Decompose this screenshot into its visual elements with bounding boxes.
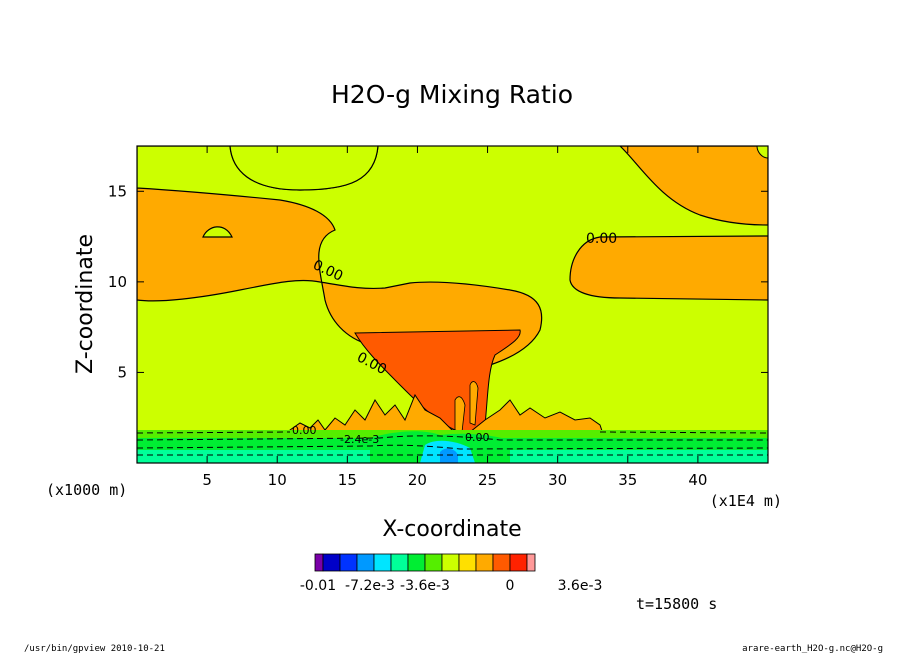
x-tick-label: 35 <box>618 471 637 489</box>
colorbar-tick-label: 0 <box>506 578 515 594</box>
x-tick-label: 15 <box>338 471 357 489</box>
colorbar-swatch <box>339 553 358 572</box>
low-moist-rough-layer <box>289 393 606 441</box>
footer-left: /usr/bin/gpview 2010-10-21 <box>24 644 165 654</box>
mid-left-moist-layer <box>137 146 543 366</box>
right-top-region <box>619 146 768 226</box>
y-tick-label: 5 <box>117 363 127 381</box>
y-tick-label: 10 <box>108 273 127 291</box>
colorbar-tick-label: 3.6e-3 <box>558 578 603 594</box>
footer-right: arare-earth_H2O-g.nc@H2O-g <box>742 644 883 654</box>
x-tick-label: 40 <box>688 471 707 489</box>
time-label: t=15800 s <box>636 595 717 613</box>
colorbar-swatch <box>441 553 460 572</box>
colorbar-swatch <box>390 553 409 572</box>
colorbar-tick-label: -7.2e-3 <box>345 578 395 594</box>
colorbar-swatch <box>492 553 511 572</box>
x-tick-label: 30 <box>548 471 567 489</box>
contour-label: 0.00 <box>586 231 617 247</box>
y-scale-label: (x1000 m) <box>46 481 127 499</box>
contour-label: -2.4e-3 <box>340 433 379 446</box>
x-tick-label: 5 <box>202 471 212 489</box>
colorbar-swatch <box>526 553 536 572</box>
top-right-corner <box>756 146 768 159</box>
colorbar-swatch <box>407 553 426 572</box>
colorbar <box>314 553 536 572</box>
colorbar-swatch <box>424 553 443 572</box>
plot-area <box>137 146 768 463</box>
colorbar-labels: -0.01 -7.2e-3 -3.6e-3 0 3.6e-3 <box>300 578 603 594</box>
x-axis-label: X-coordinate <box>382 517 521 542</box>
x-axis: 5 10 15 20 25 30 35 40 <box>202 146 707 489</box>
contour-label: 0.00 <box>465 431 490 444</box>
y-axis: 5 10 15 <box>108 182 768 381</box>
contour-label: 0.00 <box>292 424 317 437</box>
anvil-core-2 <box>469 381 479 426</box>
small-bump <box>202 226 233 238</box>
colorbar-swatch <box>322 553 341 572</box>
colorbar-swatch <box>509 553 528 572</box>
anvil-core <box>454 396 466 433</box>
colorbar-tick-label: -3.6e-3 <box>400 578 450 594</box>
upper-ridge-outline <box>229 146 379 191</box>
surface-plume-center <box>440 448 458 463</box>
colorbar-swatch <box>356 553 375 572</box>
x-tick-label: 25 <box>478 471 497 489</box>
colorbar-swatch <box>314 553 324 572</box>
x-tick-label: 10 <box>268 471 287 489</box>
colorbar-swatch <box>373 553 392 572</box>
colorbar-swatch <box>475 553 494 572</box>
colorbar-swatch <box>458 553 477 572</box>
right-moist-layer <box>569 235 768 301</box>
plot-frame <box>136 145 769 464</box>
colorbar-tick-label: -0.01 <box>300 578 336 594</box>
dashed-contours <box>137 431 768 456</box>
x-scale-label: (x1E4 m) <box>710 492 782 510</box>
x-tick-label: 20 <box>408 471 427 489</box>
chart-title: H2O-g Mixing Ratio <box>331 80 573 109</box>
y-axis-label: Z-coordinate <box>73 234 98 374</box>
y-tick-label: 15 <box>108 182 127 200</box>
